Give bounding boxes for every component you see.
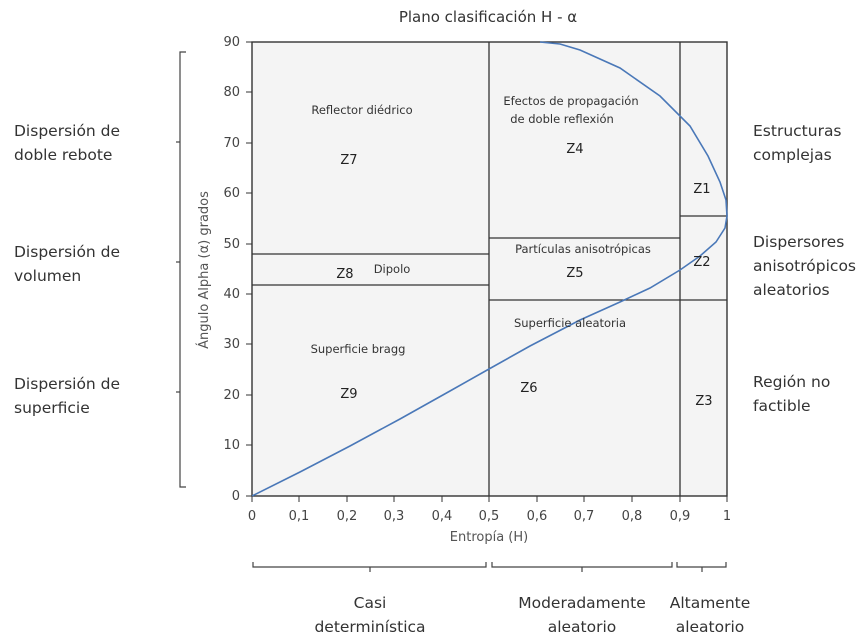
desc-dipolo: Dipolo bbox=[374, 262, 411, 276]
y-tick-label: 50 bbox=[223, 237, 240, 252]
right-label-dispersores-line3: aleatorios bbox=[753, 281, 830, 299]
desc-efectos-line1: Efectos de propagación bbox=[503, 94, 638, 108]
desc-superficie-bragg: Superficie bragg bbox=[311, 342, 406, 356]
bottom-label-altamente-line1: Altamente bbox=[670, 594, 751, 612]
bottom-label-casi-line1: Casi bbox=[354, 594, 387, 612]
feasibility-curve bbox=[251, 41, 728, 497]
x-tick-label: 0,5 bbox=[479, 509, 500, 524]
left-label-volumen-line1: Dispersión de bbox=[14, 243, 120, 261]
y-tick-label: 20 bbox=[223, 388, 240, 403]
zone-z3: Z3 bbox=[695, 394, 712, 409]
bottom-label-altamente-line2: aleatorio bbox=[676, 618, 745, 636]
y-axis-label: Ángulo Alpha (α) grados bbox=[196, 191, 212, 349]
left-label-doble-rebote-line2: doble rebote bbox=[14, 146, 112, 164]
bottom-label-moderadamente-line1: Moderadamente bbox=[518, 594, 646, 612]
bottom-label-casi-line2: determinística bbox=[314, 618, 425, 636]
left-label-doble-rebote-line1: Dispersión de bbox=[14, 122, 120, 140]
left-bracket bbox=[176, 51, 186, 488]
x-axis-label: Entropía (H) bbox=[450, 530, 528, 545]
right-label-dispersores-line1: Dispersores bbox=[753, 233, 844, 251]
x-tick-label: 0,1 bbox=[289, 509, 310, 524]
bottom-braces bbox=[252, 562, 727, 572]
left-label-volumen-line2: volumen bbox=[14, 267, 81, 285]
desc-particulas: Partículas anisotrópicas bbox=[515, 242, 651, 256]
x-tick-label: 0,7 bbox=[574, 509, 595, 524]
right-label-region-line1: Región no bbox=[753, 373, 830, 391]
zone-boundaries bbox=[252, 42, 727, 496]
zone-z9: Z9 bbox=[340, 387, 357, 402]
zone-z8: Z8 bbox=[336, 267, 353, 282]
bottom-label-moderadamente-line2: aleatorio bbox=[548, 618, 617, 636]
y-tick-label: 90 bbox=[223, 35, 240, 50]
zone-z6: Z6 bbox=[520, 381, 537, 396]
zone-z4: Z4 bbox=[566, 142, 583, 157]
y-tick-label: 10 bbox=[223, 438, 240, 453]
desc-reflector-diedrico: Reflector diédrico bbox=[311, 103, 412, 117]
x-tick-label: 0 bbox=[248, 509, 256, 524]
left-label-superficie-line2: superficie bbox=[14, 399, 90, 417]
zone-z7: Z7 bbox=[340, 153, 357, 168]
left-label-superficie-line1: Dispersión de bbox=[14, 375, 120, 393]
right-label-region-line2: factible bbox=[753, 397, 811, 415]
y-tick-label: 40 bbox=[223, 287, 240, 302]
diagram-title: Plano clasificación H - α bbox=[399, 8, 577, 26]
zone-z5: Z5 bbox=[566, 266, 583, 281]
y-tick-label: 80 bbox=[223, 85, 240, 100]
right-label-estructuras-line2: complejas bbox=[753, 146, 832, 164]
x-axis: 0 0,1 0,2 0,3 0,4 0,5 0,6 0,7 0,8 0,9 1 bbox=[248, 496, 731, 524]
zone-z2: Z2 bbox=[693, 255, 710, 270]
x-tick-label: 1 bbox=[723, 509, 731, 524]
x-tick-label: 0,4 bbox=[432, 509, 453, 524]
desc-efectos-line2: de doble reflexión bbox=[510, 112, 614, 126]
x-tick-label: 0,8 bbox=[622, 509, 643, 524]
y-tick-label: 30 bbox=[223, 337, 240, 352]
zone-z1: Z1 bbox=[693, 182, 710, 197]
desc-superficie-aleatoria: Superficie aleatoria bbox=[514, 316, 626, 330]
y-tick-label: 70 bbox=[223, 136, 240, 151]
x-tick-label: 0,6 bbox=[527, 509, 548, 524]
x-tick-label: 0,9 bbox=[670, 509, 691, 524]
x-tick-label: 0,2 bbox=[337, 509, 358, 524]
x-tick-label: 0,3 bbox=[384, 509, 405, 524]
y-axis: 90 80 70 60 50 40 30 20 10 0 bbox=[223, 35, 252, 504]
y-tick-label: 60 bbox=[223, 186, 240, 201]
y-tick-label: 0 bbox=[232, 489, 240, 504]
right-label-dispersores-line2: anisotrópicos bbox=[753, 257, 856, 275]
right-label-estructuras-line1: Estructuras bbox=[753, 122, 842, 140]
